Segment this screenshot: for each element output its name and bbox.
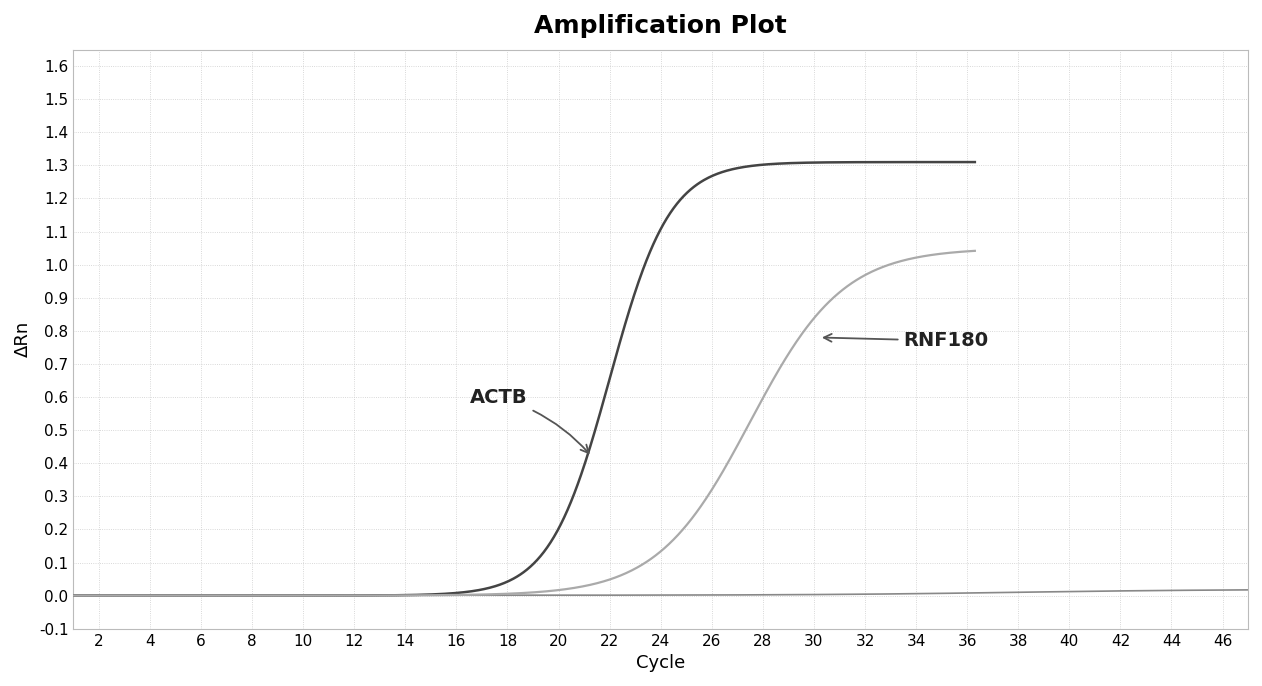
Y-axis label: ΔRn: ΔRn — [14, 321, 32, 357]
Text: RNF180: RNF180 — [824, 331, 988, 351]
X-axis label: Cycle: Cycle — [636, 654, 685, 672]
Title: Amplification Plot: Amplification Plot — [534, 14, 787, 38]
Text: ACTB: ACTB — [471, 388, 588, 453]
